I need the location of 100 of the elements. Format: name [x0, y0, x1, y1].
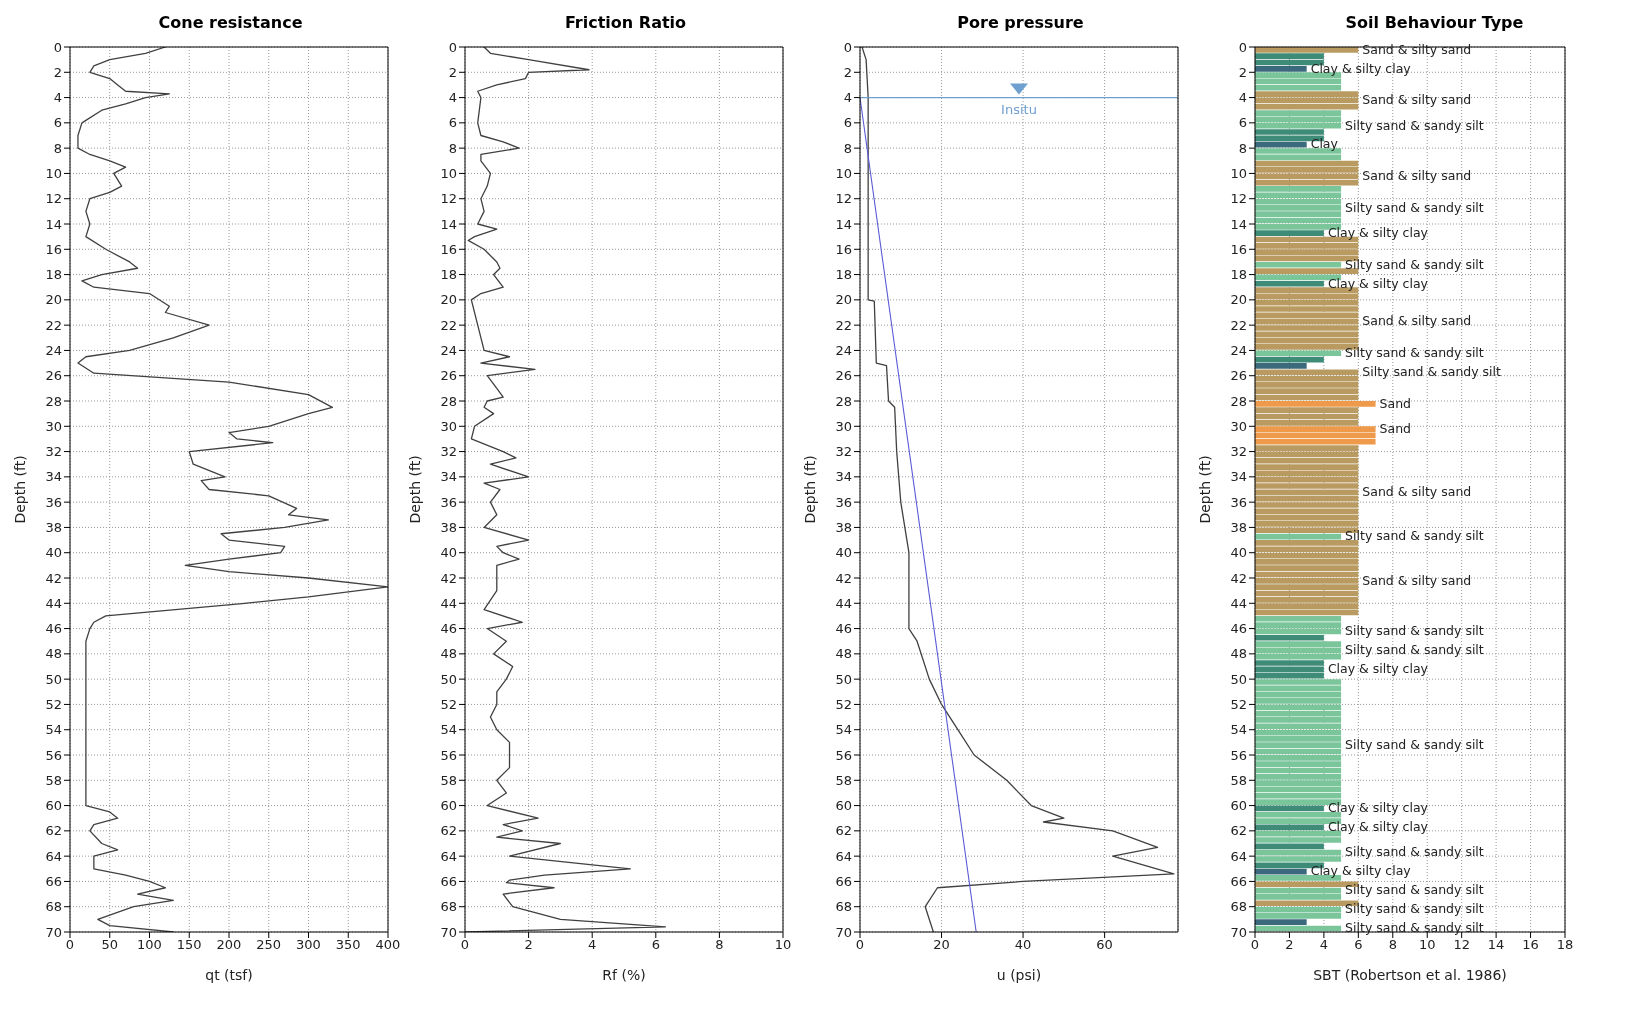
bar [1255, 65, 1307, 72]
y-tick-label: 50 [1230, 671, 1247, 687]
y-tick-label: 46 [45, 621, 62, 637]
y-axis-title: Depth (ft) [801, 455, 818, 524]
data-label: Clay & silty clay [1327, 819, 1429, 835]
x-tick-label: 0 [855, 937, 865, 953]
y-tick-label: 16 [1230, 241, 1247, 257]
x-tick-label: 100 [137, 937, 162, 953]
y-tick-label: 16 [835, 241, 852, 257]
data-label: Clay & silty clay [1310, 863, 1412, 879]
y-tick-label: 22 [1230, 317, 1247, 333]
y-tick-label: 0 [448, 39, 457, 55]
x-tick-label: 6 [651, 937, 660, 953]
y-tick-label: 54 [440, 722, 457, 738]
y-tick-label: 4 [843, 90, 852, 106]
y-tick-label: 54 [1230, 722, 1247, 738]
y-tick-label: 2 [53, 64, 62, 80]
x-axis-title: SBT (Robertson et al. 1986) [1313, 967, 1507, 983]
y-tick-label: 70 [440, 924, 457, 940]
bar [1255, 350, 1342, 357]
y-tick-label: 46 [440, 621, 457, 637]
y-tick-label: 38 [45, 520, 62, 536]
y-tick-label: 32 [440, 444, 457, 460]
y-tick-label: 52 [835, 697, 852, 713]
data-label: Sand & silty sand [1362, 313, 1472, 329]
data-label: Sand & silty sand [1362, 484, 1472, 500]
y-tick-label: 52 [45, 697, 62, 713]
y-tick-label: 40 [45, 545, 62, 561]
x-axis-title: qt (tsf) [205, 967, 253, 983]
x-tick-label: 0 [1250, 937, 1260, 953]
y-tick-label: 66 [440, 874, 457, 890]
y-tick-label: 56 [1230, 747, 1247, 763]
y-tick-label: 70 [1230, 924, 1247, 940]
chart-title: Friction Ratio [563, 12, 688, 34]
y-tick-label: 48 [1230, 646, 1247, 662]
y-tick-label: 64 [835, 848, 852, 864]
y-tick-label: 6 [53, 115, 62, 131]
x-tick-label: 150 [176, 937, 202, 953]
data-label: Silty sand & sandy silt [1345, 737, 1484, 753]
data-label: Clay & silty clay [1327, 224, 1429, 240]
y-tick-label: 56 [45, 747, 62, 763]
x-tick-label: 350 [335, 937, 361, 953]
y-tick-label: 68 [440, 899, 457, 915]
y-tick-label: 56 [835, 747, 852, 763]
y-tick-label: 10 [45, 166, 62, 182]
y-tick-label: 30 [440, 418, 457, 434]
y-tick-label: 34 [1230, 469, 1247, 485]
bar [1255, 261, 1342, 268]
y-axis-title: Depth (ft) [11, 455, 28, 524]
y-tick-label: 40 [835, 545, 852, 561]
y-tick-label: 18 [1230, 267, 1247, 283]
data-label: Silty sand & sandy silt [1362, 364, 1502, 380]
y-tick-label: 32 [45, 444, 62, 460]
y-tick-label: 2 [448, 64, 457, 80]
y-tick-label: 2 [843, 64, 852, 80]
y-tick-label: 10 [835, 166, 852, 182]
x-tick-label: 40 [1014, 937, 1032, 953]
y-tick-label: 16 [45, 241, 62, 257]
y-tick-label: 44 [1230, 595, 1247, 611]
x-tick-label: 400 [375, 937, 401, 953]
y-tick-label: 34 [835, 469, 852, 485]
y-tick-label: 4 [1238, 90, 1247, 106]
data-label: Silty sand & sandy silt [1345, 623, 1484, 639]
x-tick-label: 16 [1522, 937, 1539, 953]
y-tick-label: 50 [45, 671, 62, 687]
y-tick-label: 68 [835, 899, 852, 915]
x-tick-label: 0 [65, 937, 75, 953]
y-tick-label: 34 [45, 469, 62, 485]
y-tick-label: 12 [440, 191, 457, 207]
data-label: Silty sand & sandy silt [1345, 844, 1484, 860]
y-tick-label: 10 [440, 166, 457, 182]
x-tick-label: 300 [296, 937, 321, 953]
y-tick-label: 34 [440, 469, 457, 485]
x-tick-label: 2 [524, 937, 533, 953]
y-tick-label: 24 [440, 343, 457, 359]
y-tick-label: 28 [440, 393, 457, 409]
y-tick-label: 62 [835, 823, 852, 839]
x-tick-label: 200 [216, 937, 242, 953]
y-tick-label: 62 [440, 823, 457, 839]
y-tick-label: 38 [440, 520, 457, 536]
y-tick-label: 60 [835, 798, 852, 814]
y-tick-label: 26 [1230, 368, 1247, 384]
y-tick-label: 38 [1230, 520, 1247, 536]
data-label: Silty sand & sandy silt [1345, 256, 1484, 272]
y-tick-label: 60 [45, 798, 62, 814]
y-tick-label: 18 [440, 267, 457, 283]
data-label: Clay & silty clay [1327, 275, 1429, 291]
y-tick-label: 8 [1238, 140, 1247, 156]
x-tick-label: 10 [774, 937, 792, 953]
y-tick-label: 38 [835, 520, 852, 536]
y-axis-title: Depth (ft) [1196, 455, 1213, 524]
y-tick-label: 62 [45, 823, 62, 839]
x-tick-label: 250 [256, 937, 282, 953]
y-tick-label: 14 [1230, 216, 1247, 232]
y-tick-label: 58 [835, 772, 852, 788]
y-tick-label: 64 [440, 848, 457, 864]
y-tick-label: 28 [835, 393, 852, 409]
y-tick-label: 30 [45, 418, 62, 434]
bar [1255, 634, 1324, 641]
y-tick-label: 16 [440, 241, 457, 257]
